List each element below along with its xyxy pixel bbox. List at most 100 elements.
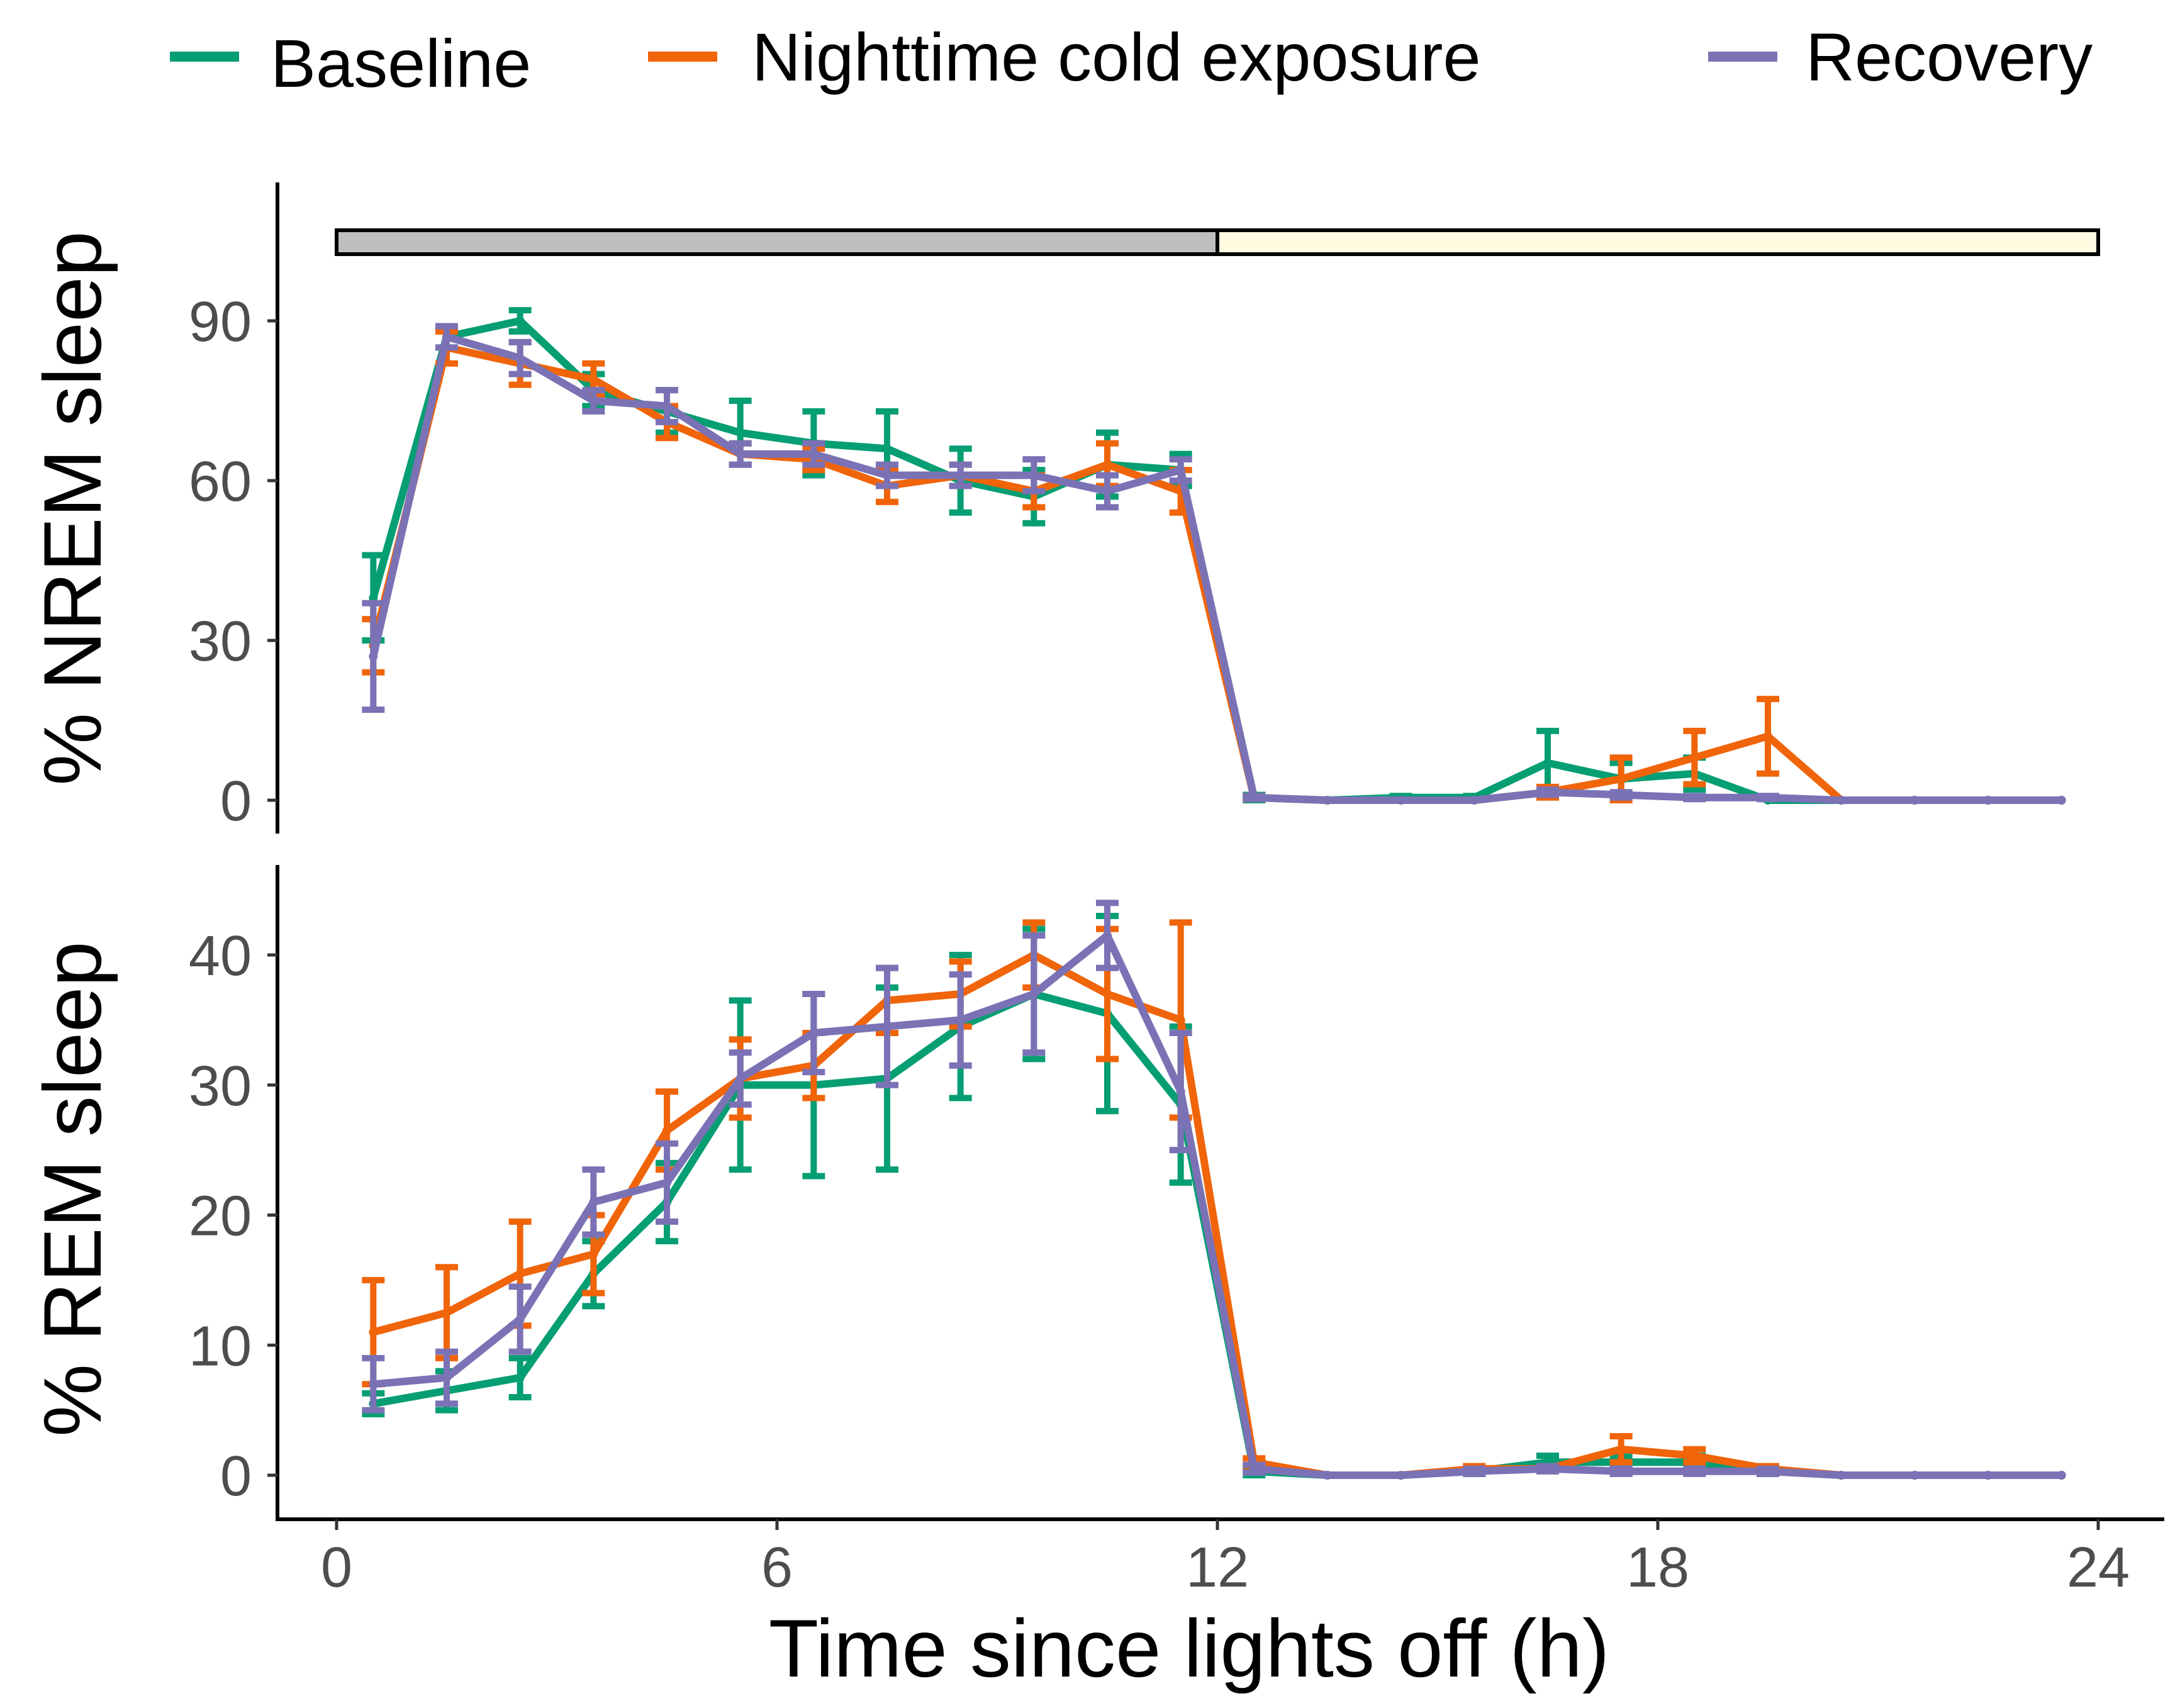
legend-label-recovery: Recovery: [1806, 19, 2093, 95]
rem-series-line-recovery: [372, 932, 2062, 1479]
panel-nrem: 0 30 60 90 % NREM sleep: [26, 182, 2066, 834]
nrem-data-point-recovery: [662, 401, 671, 411]
nrem-data-point-recovery: [1910, 796, 1920, 805]
legend-label-cold: Nighttime cold exposure: [752, 19, 1481, 95]
nrem-data-point-nighttime-cold-exposure: [1103, 460, 1112, 469]
rem-data-point-recovery: [956, 1015, 965, 1025]
rem-data-point-recovery: [1690, 1466, 1699, 1476]
rem-data-point-recovery: [589, 1197, 598, 1207]
nrem-ytick-label: 90: [189, 291, 252, 354]
xtick-label: 18: [1626, 1536, 1689, 1599]
nrem-data-point-recovery: [2057, 796, 2066, 805]
nrem-series-line-recovery: [369, 333, 2062, 804]
rem-data-point-recovery: [1470, 1466, 1479, 1476]
nrem-data-point-recovery: [1103, 486, 1112, 496]
xtick-label: 12: [1186, 1536, 1249, 1599]
nrem-data-point-recovery: [1249, 793, 1259, 802]
rem-y-ticks: 0 10 20 30 40: [189, 925, 277, 1508]
nrem-data-point-recovery: [956, 471, 965, 480]
nrem-data-point-recovery: [1690, 793, 1699, 802]
nrem-y-ticks: 0 30 60 90: [189, 291, 277, 833]
rem-data-point-recovery: [1836, 1471, 1846, 1480]
nrem-data-point-recovery: [1323, 796, 1332, 805]
rem-data-point-recovery: [515, 1314, 525, 1324]
nrem-data-point-recovery: [1984, 796, 1993, 805]
rem-series-line-nighttime-cold-exposure: [372, 951, 2062, 1479]
nrem-data-point-recovery: [1029, 471, 1039, 480]
nrem-data-point-baseline: [1543, 758, 1552, 767]
rem-data-point-nighttime-cold-exposure: [1616, 1444, 1626, 1454]
nrem-data-point-recovery: [1470, 796, 1479, 805]
nrem-series-line-baseline: [369, 317, 2062, 804]
xtick-label: 6: [761, 1536, 793, 1599]
rem-data-point-recovery: [662, 1178, 671, 1187]
rem-data-point-nighttime-cold-exposure: [369, 1327, 378, 1337]
nrem-data-point-recovery: [1836, 796, 1846, 805]
nrem-y-axis-title: % NREM sleep: [26, 231, 118, 785]
rem-y-axis-title: % REM sleep: [26, 941, 118, 1437]
rem-data-point-recovery: [1176, 1087, 1185, 1097]
rem-ytick-label: 40: [189, 925, 252, 988]
rem-data-point-recovery: [2057, 1471, 2066, 1480]
rem-data-point-recovery: [1616, 1466, 1626, 1476]
nrem-data-point-nighttime-cold-exposure: [1616, 774, 1626, 784]
x-ticks: 0 6 12 18 24: [321, 1519, 2130, 1599]
nrem-data-point-recovery: [589, 396, 598, 405]
rem-data-point-recovery: [1984, 1471, 1993, 1480]
panel-rem: 0 10 20 30 40 % REM sleep: [26, 865, 2164, 1521]
legend-label-baseline: Baseline: [271, 25, 531, 101]
rem-data-point-nighttime-cold-exposure: [1690, 1451, 1699, 1460]
nrem-data-point-baseline: [515, 316, 525, 325]
rem-data-point-recovery: [809, 1029, 819, 1038]
rem-data-point-recovery: [1323, 1471, 1332, 1480]
nrem-data-point-recovery: [1543, 788, 1552, 797]
rem-ytick-label: 0: [220, 1445, 252, 1508]
nrem-data-point-recovery: [1176, 466, 1185, 475]
rem-data-point-recovery: [1029, 990, 1039, 999]
rem-data-point-recovery: [1764, 1466, 1772, 1476]
nrem-ytick-label: 30: [189, 610, 252, 673]
rem-data-point-nighttime-cold-exposure: [442, 1308, 451, 1317]
nrem-data-point-nighttime-cold-exposure: [589, 375, 598, 384]
xtick-label: 24: [2067, 1536, 2130, 1599]
nrem-ytick-label: 60: [189, 450, 252, 513]
rem-data-point-recovery: [735, 1074, 745, 1083]
rem-ytick-label: 30: [189, 1055, 252, 1118]
nrem-data-point-nighttime-cold-exposure: [1690, 753, 1699, 762]
nrem-data-point-recovery: [442, 332, 451, 342]
nrem-data-point-nighttime-cold-exposure: [1764, 732, 1772, 741]
rem-data-point-nighttime-cold-exposure: [1176, 1015, 1185, 1025]
nrem-data-point-recovery: [735, 449, 745, 459]
rem-data-point-recovery: [1249, 1464, 1259, 1473]
rem-data-point-recovery: [442, 1373, 451, 1382]
rem-data-point-recovery: [1910, 1471, 1920, 1480]
rem-data-point-recovery: [1103, 930, 1112, 940]
light-dark-bar: [335, 228, 2100, 256]
dark-phase-bar: [335, 228, 1219, 256]
light-phase-bar: [1216, 228, 2100, 256]
rem-data-point-nighttime-cold-exposure: [662, 1126, 671, 1136]
nrem-data-point-recovery: [369, 652, 378, 661]
rem-data-point-nighttime-cold-exposure: [515, 1269, 525, 1278]
nrem-data-point-recovery: [1396, 796, 1406, 805]
rem-data-point-recovery: [883, 1022, 892, 1031]
rem-data-point-nighttime-cold-exposure: [589, 1249, 598, 1259]
rem-data-point-recovery: [369, 1380, 378, 1389]
nrem-data-point-recovery: [809, 449, 819, 459]
nrem-data-point-baseline: [883, 444, 892, 454]
nrem-plot-area: [362, 307, 2066, 805]
rem-data-point-nighttime-cold-exposure: [1103, 990, 1112, 999]
x-axis-title: Time since lights off (h): [769, 1602, 1610, 1694]
nrem-data-point-recovery: [883, 471, 892, 480]
rem-ytick-label: 20: [189, 1185, 252, 1248]
nrem-data-point-baseline: [735, 428, 745, 437]
nrem-series-line-nighttime-cold-exposure: [369, 343, 2062, 804]
xtick-label: 0: [321, 1536, 352, 1599]
rem-data-point-recovery: [1396, 1471, 1406, 1480]
rem-data-point-baseline: [515, 1373, 525, 1382]
rem-data-point-recovery: [1543, 1464, 1552, 1473]
nrem-data-point-recovery: [1764, 793, 1772, 802]
rem-plot-area: [362, 900, 2066, 1480]
nrem-ytick-label: 0: [220, 770, 252, 833]
